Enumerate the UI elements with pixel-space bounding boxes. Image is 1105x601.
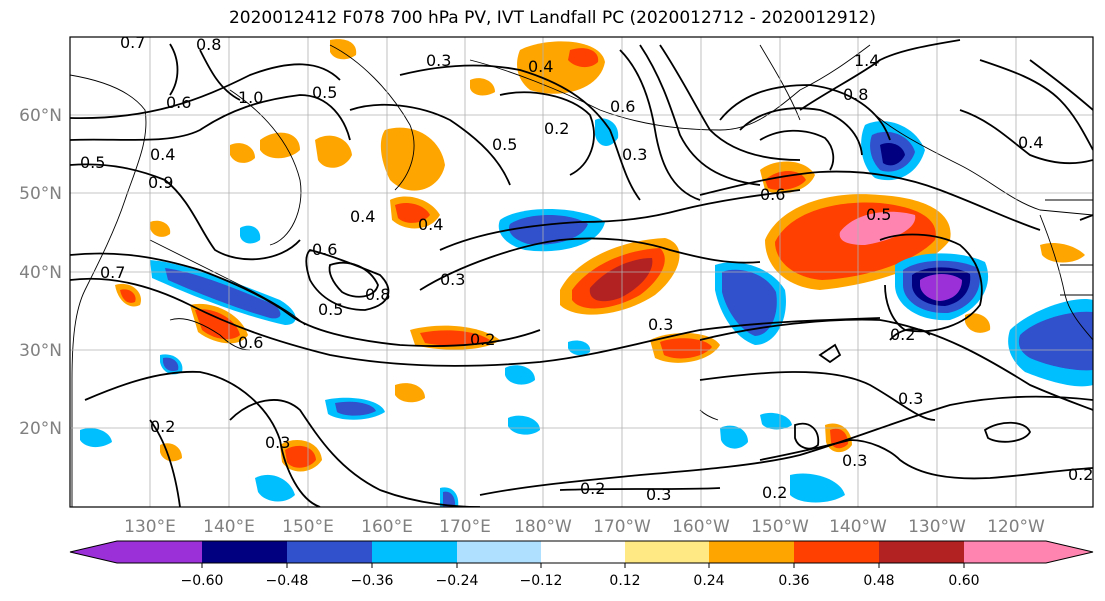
colorbar: −0.60 −0.48 −0.36 −0.24 −0.12 0.12 0.24 … (69, 540, 1094, 589)
contour-label: 1.0 (238, 88, 263, 107)
contour-label: 0.3 (440, 270, 465, 289)
contour-label: 0.3 (622, 145, 647, 164)
latitude-labels: 60°N 50°N 40°N 30°N 20°N (19, 106, 62, 439)
contour-label: 0.2 (1068, 465, 1093, 484)
contour-label: 0.3 (898, 389, 923, 408)
lat-label: 40°N (19, 263, 62, 283)
contour-label: 1.4 (854, 51, 879, 70)
contour-label: 0.2 (580, 479, 605, 498)
lon-label: 120°W (987, 517, 1045, 537)
map-frame (69, 36, 1094, 508)
map-panel: 0.7 0.8 0.3 0.4 1.4 0.6 1.0 0.5 0.2 0.6 … (70, 33, 1093, 507)
colorbar-tick: 0.36 (778, 573, 809, 589)
contour-label: 0.6 (238, 333, 263, 352)
colorbar-segment (202, 541, 287, 563)
lon-label: 130°E (124, 517, 176, 537)
lon-label: 130°W (908, 517, 966, 537)
lon-label: 160°E (361, 517, 413, 537)
contour-label: 0.4 (418, 215, 443, 234)
contour-label: 0.7 (100, 263, 125, 282)
contour-label: 0.5 (318, 300, 343, 319)
contour-label: 0.2 (762, 483, 787, 502)
contour-label: 0.8 (843, 85, 868, 104)
colorbar-segment (541, 541, 625, 563)
contour-label: 0.2 (890, 325, 915, 344)
lat-label: 60°N (19, 106, 62, 126)
lon-label: 170°E (439, 517, 491, 537)
colorbar-segment (879, 541, 964, 563)
contour-label: 0.6 (166, 93, 191, 112)
colorbar-tick: 0.12 (609, 573, 640, 589)
colorbar-segment (457, 541, 541, 563)
lon-label: 160°W (672, 517, 730, 537)
longitude-labels: 130°E 140°E 150°E 160°E 170°E 180°W 170°… (124, 517, 1045, 537)
contour-label: 0.6 (610, 97, 635, 116)
pv-contours (70, 39, 1093, 507)
contour-label: 0.4 (150, 145, 175, 164)
contour-label: 0.8 (196, 35, 221, 54)
contour-label: 0.4 (350, 207, 375, 226)
colorbar-segment (964, 541, 1093, 563)
contour-label: 0.4 (1018, 133, 1043, 152)
colorbar-tick: −0.12 (520, 573, 563, 589)
lon-label: 150°W (751, 517, 809, 537)
colorbar-segment (372, 541, 457, 563)
contour-label: 0.6 (760, 185, 785, 204)
lon-label: 170°W (593, 517, 651, 537)
colorbar-tick: 0.60 (948, 573, 979, 589)
contour-label: 0.2 (470, 330, 495, 349)
colorbar-tick: −0.36 (351, 573, 394, 589)
contour-label: 0.3 (426, 51, 451, 70)
contour-label: 0.6 (312, 240, 337, 259)
colorbar-segment (287, 541, 372, 563)
contour-label: 0.3 (265, 433, 290, 452)
lon-label: 140°E (203, 517, 255, 537)
contour-label: 0.9 (148, 173, 173, 192)
contour-label: 0.2 (150, 417, 175, 436)
colorbar-tick: −0.48 (266, 573, 309, 589)
lon-label: 140°W (829, 517, 887, 537)
colorbar-segment (625, 541, 709, 563)
lon-label: 180°W (514, 517, 572, 537)
contour-labels: 0.7 0.8 0.3 0.4 1.4 0.6 1.0 0.5 0.2 0.6 … (80, 33, 1093, 504)
contour-label: 0.7 (120, 33, 145, 52)
contour-label: 0.5 (866, 205, 891, 224)
contour-label: 0.8 (365, 285, 390, 304)
contour-label: 0.3 (646, 485, 671, 504)
lon-label: 150°E (282, 517, 334, 537)
contour-label: 0.2 (544, 119, 569, 138)
graticule (70, 37, 1093, 507)
colorbar-segment (709, 541, 794, 563)
colorbar-segment (70, 541, 202, 563)
lat-label: 20°N (19, 419, 62, 439)
contour-label: 0.3 (648, 315, 673, 334)
colorbar-tick: 0.24 (693, 573, 724, 589)
colorbar-outline (69, 540, 1094, 564)
contour-label: 0.5 (312, 83, 337, 102)
contour-label: 0.5 (492, 135, 517, 154)
contour-label: 0.5 (80, 153, 105, 172)
lat-label: 30°N (19, 341, 62, 361)
contour-label: 0.4 (528, 57, 553, 76)
colorbar-segment (794, 541, 879, 563)
colorbar-tick: −0.60 (181, 573, 224, 589)
contour-label: 0.3 (842, 451, 867, 470)
colorbar-tick: 0.48 (863, 573, 894, 589)
colorbar-tick: −0.24 (436, 573, 479, 589)
map-title: 2020012412 F078 700 hPa PV, IVT Landfall… (228, 8, 876, 28)
lat-label: 50°N (19, 184, 62, 204)
